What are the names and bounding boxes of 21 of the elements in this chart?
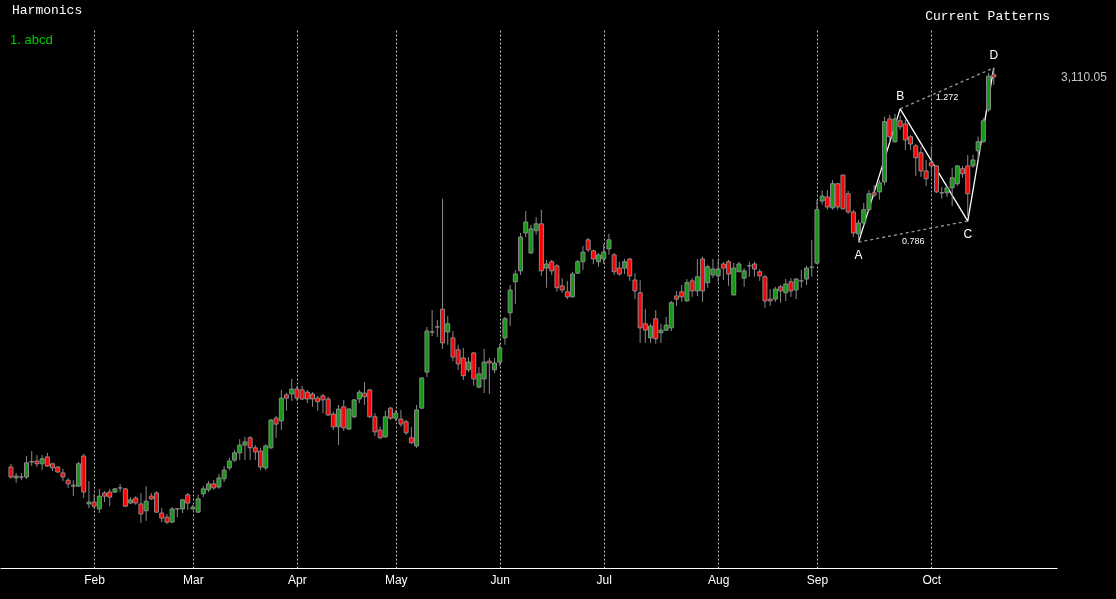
annotation: 0.786 [901, 235, 925, 246]
chart-title: Harmonics [12, 3, 83, 18]
annotation: C [963, 227, 973, 242]
x-tick-label: Oct [922, 572, 942, 587]
text: 3,110.05 [1061, 69, 1108, 84]
annotation: B [896, 88, 905, 103]
x-tick-label: Aug [707, 572, 730, 587]
annotation: 1.272 [935, 92, 959, 103]
text: D [989, 47, 999, 62]
x-tick-label: May [384, 572, 408, 587]
x-tick-label: Apr [288, 572, 307, 587]
x-tick-label: Mar [183, 572, 204, 587]
text: Current Patterns [925, 9, 1050, 24]
x-tick-label: Jul [596, 572, 612, 587]
annotation: A [854, 248, 863, 263]
x-tick-label: Feb [84, 572, 106, 587]
candlestick [512, 269, 518, 305]
x-tick-label: Jun [490, 572, 510, 587]
x-tick-label: Sep [806, 572, 829, 587]
candlestick [804, 265, 810, 286]
text: 1. abcd [10, 32, 53, 47]
